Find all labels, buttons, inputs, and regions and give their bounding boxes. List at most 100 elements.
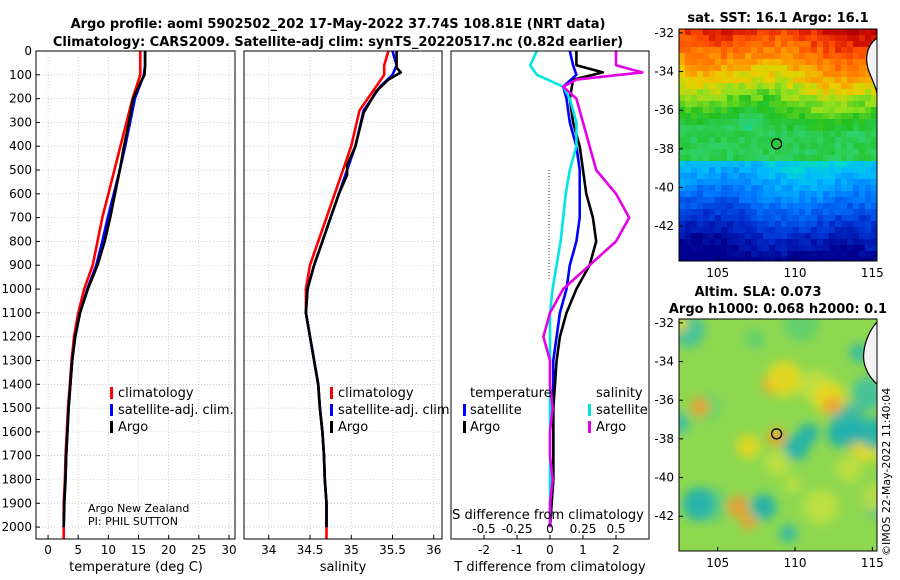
sst-cell bbox=[799, 215, 805, 221]
sst-cell bbox=[835, 119, 841, 125]
sst-cell bbox=[751, 215, 757, 221]
sst-cell bbox=[787, 47, 793, 53]
sst-cell bbox=[709, 107, 715, 113]
y-tick-label: 1600 bbox=[1, 425, 32, 439]
y-tick-label: 1300 bbox=[1, 353, 32, 367]
sst-cell bbox=[751, 29, 757, 35]
sst-cell bbox=[775, 119, 781, 125]
sst-cell bbox=[871, 107, 877, 113]
sst-cell bbox=[745, 215, 751, 221]
sst-cell bbox=[727, 131, 733, 137]
sst-cell bbox=[787, 149, 793, 155]
sst-cell bbox=[691, 29, 697, 35]
sst-cell bbox=[703, 71, 709, 77]
sst-cell bbox=[745, 251, 751, 257]
sst-cell bbox=[847, 59, 853, 65]
sst-cell bbox=[721, 143, 727, 149]
sst-cell bbox=[709, 131, 715, 137]
sst-cell bbox=[811, 29, 817, 35]
sst-cell bbox=[805, 245, 811, 251]
sst-cell bbox=[847, 71, 853, 77]
sst-cell bbox=[715, 47, 721, 53]
lat-tick-label: -36 bbox=[654, 393, 674, 407]
sst-cell bbox=[805, 83, 811, 89]
sst-cell bbox=[817, 125, 823, 131]
sst-cell bbox=[757, 245, 763, 251]
sst-cell bbox=[835, 161, 841, 167]
sst-cell bbox=[763, 131, 769, 137]
sst-cell bbox=[745, 179, 751, 185]
sst-cell bbox=[721, 89, 727, 95]
sst-cell bbox=[841, 137, 847, 143]
sst-cell bbox=[823, 221, 829, 227]
sst-cell bbox=[757, 179, 763, 185]
sst-cell bbox=[709, 209, 715, 215]
sst-cell bbox=[805, 221, 811, 227]
sst-cell bbox=[751, 113, 757, 119]
sst-cell bbox=[817, 47, 823, 53]
sst-cell bbox=[859, 77, 865, 83]
sst-cell bbox=[697, 161, 703, 167]
sst-cell bbox=[763, 77, 769, 83]
sst-cell bbox=[721, 71, 727, 77]
sst-cell bbox=[739, 77, 745, 83]
sst-cell bbox=[721, 47, 727, 53]
sst-cell bbox=[733, 137, 739, 143]
sst-cell bbox=[811, 113, 817, 119]
sst-cell bbox=[697, 65, 703, 71]
x-tick-label: 0 bbox=[546, 543, 554, 557]
sst-cell bbox=[841, 143, 847, 149]
sst-cell bbox=[793, 197, 799, 203]
sst-cell bbox=[679, 203, 685, 209]
sst-cell bbox=[703, 77, 709, 83]
sst-cell bbox=[841, 173, 847, 179]
sst-cell bbox=[847, 113, 853, 119]
sst-cell bbox=[817, 65, 823, 71]
sst-cell bbox=[805, 101, 811, 107]
sst-cell bbox=[685, 215, 691, 221]
sst-cell bbox=[745, 35, 751, 41]
sst-cell bbox=[745, 191, 751, 197]
sst-cell bbox=[793, 167, 799, 173]
sst-cell bbox=[811, 179, 817, 185]
sst-cell bbox=[829, 155, 835, 161]
sst-cell bbox=[763, 257, 769, 261]
sst-cell bbox=[703, 185, 709, 191]
sst-cell bbox=[727, 185, 733, 191]
sst-cell bbox=[763, 209, 769, 215]
sst-cell bbox=[727, 239, 733, 245]
y-tick-label: 1200 bbox=[1, 330, 32, 344]
sst-cell bbox=[811, 185, 817, 191]
sst-cell bbox=[739, 161, 745, 167]
sst-cell bbox=[691, 65, 697, 71]
sst-cell bbox=[793, 131, 799, 137]
sst-cell bbox=[751, 227, 757, 233]
sst-cell bbox=[679, 227, 685, 233]
sst-cell bbox=[727, 203, 733, 209]
sst-cell bbox=[769, 227, 775, 233]
sst-cell bbox=[763, 227, 769, 233]
sst-cell bbox=[715, 41, 721, 47]
sst-cell bbox=[871, 239, 877, 245]
sst-cell bbox=[787, 71, 793, 77]
sst-cell bbox=[763, 185, 769, 191]
sst-cell bbox=[745, 221, 751, 227]
sst-cell bbox=[769, 47, 775, 53]
sst-cell bbox=[829, 149, 835, 155]
sst-cell bbox=[679, 239, 685, 245]
sst-cell bbox=[805, 113, 811, 119]
s-tick-label: -0.5 bbox=[472, 522, 495, 536]
sst-cell bbox=[865, 179, 871, 185]
sst-cell bbox=[679, 35, 685, 41]
sst-cell bbox=[847, 197, 853, 203]
sst-cell bbox=[835, 65, 841, 71]
sst-cell bbox=[697, 179, 703, 185]
sst-cell bbox=[745, 113, 751, 119]
sst-cell bbox=[829, 35, 835, 41]
sst-cell bbox=[751, 71, 757, 77]
sst-cell bbox=[727, 95, 733, 101]
sst-cell bbox=[697, 71, 703, 77]
sst-cell bbox=[805, 173, 811, 179]
sst-cell bbox=[763, 41, 769, 47]
sst-cell bbox=[829, 167, 835, 173]
